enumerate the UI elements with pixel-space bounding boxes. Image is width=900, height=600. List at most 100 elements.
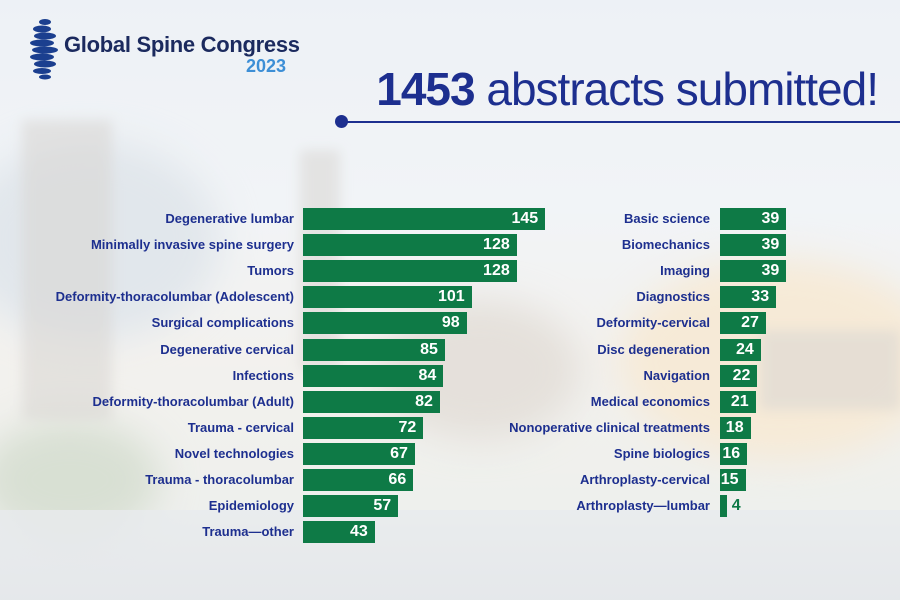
value-label: 145 (511, 210, 539, 227)
category-label: Minimally invasive spine surgery (90, 237, 294, 253)
bar (303, 286, 472, 309)
bar-row: Medical economics 21 (0, 390, 900, 413)
bar-row: Surgical complications 98 (0, 312, 900, 335)
category-label: Tumors (247, 263, 294, 279)
category-label: Trauma - thoracolumbar (145, 472, 294, 487)
value-label: 21 (730, 392, 749, 410)
bar-row: Novel technologies 67 (0, 442, 900, 465)
value-label: 24 (736, 340, 754, 358)
bar-row: Deformity-thoracolumbar (Adult) 82 (0, 390, 900, 413)
bar-row: Disc degeneration 24 (0, 338, 900, 361)
bar (303, 469, 414, 491)
category-label: Trauma - cervical (187, 419, 294, 435)
category-label: Epidemiology (208, 498, 294, 514)
category-label: Nonoperative clinical treatments (509, 419, 710, 435)
bar-row: Degenerative cervical 85 (0, 338, 900, 361)
bar-row: Biomechanics 39 (0, 234, 900, 257)
category-label: Imaging (660, 263, 710, 279)
category-label: Basic science (623, 211, 710, 226)
category-label: Medical economics (590, 393, 710, 409)
category-label: Trauma—other (202, 524, 294, 540)
value-label: 72 (398, 418, 417, 436)
headline-rule (342, 121, 900, 123)
bar (303, 442, 415, 465)
bar (303, 416, 424, 439)
category-label: Degenerative lumbar (165, 211, 294, 226)
value-label: 43 (350, 523, 368, 541)
headline: 1453 abstracts submitted! (376, 62, 879, 116)
bar (303, 312, 467, 335)
bar (303, 338, 445, 361)
headline-number: 1453 (376, 63, 475, 115)
bar-row: Deformity-cervical 27 (0, 312, 900, 335)
bar (303, 234, 517, 257)
bar (720, 338, 761, 361)
bar-row: Infections 84 (0, 364, 900, 387)
value-label: 67 (390, 444, 408, 462)
logo-name: Global Spine Congress (64, 32, 300, 57)
value-label: 39 (761, 262, 780, 280)
category-label: Spine biologics (613, 445, 710, 461)
value-label: 18 (725, 418, 744, 436)
value-label: 15 (720, 471, 739, 488)
value-label: 22 (732, 366, 751, 384)
bar (720, 260, 787, 283)
bar (720, 286, 777, 309)
bar-row: Arthroplasty-cervical 15 (0, 469, 900, 491)
category-label: Arthroplasty—lumbar (576, 498, 710, 514)
category-label: Surgical complications (151, 315, 294, 331)
bar (720, 364, 758, 387)
value-label: 128 (483, 262, 510, 280)
bar-row: Epidemiology 57 (0, 495, 900, 518)
bar (720, 234, 787, 257)
headline-text: abstracts submitted! (474, 63, 879, 115)
bar-row: Trauma—other 43 (0, 521, 900, 544)
logo-year: 2023 (246, 56, 287, 76)
bar (303, 521, 375, 544)
bar (303, 260, 517, 283)
bar-row: Degenerative lumbar 145 (0, 208, 900, 230)
bar-row: Tumors 128 (0, 260, 900, 283)
bar (303, 495, 399, 518)
bar (720, 469, 746, 491)
bar-row: Deformity-thoracolumbar (Adolescent) 101 (0, 286, 900, 309)
spine-leaf-icon (30, 19, 58, 80)
category-label: Navigation (643, 367, 710, 383)
value-label: 128 (483, 236, 510, 254)
category-label: Novel technologies (174, 445, 294, 461)
bar-row: Trauma - thoracolumbar 66 (0, 469, 900, 491)
bar-row: Imaging 39 (0, 260, 900, 283)
headline-rule-dot (335, 115, 348, 128)
category-label: Arthroplasty-cervical (579, 472, 710, 487)
bar-row: Trauma - cervical 72 (0, 416, 900, 439)
bar-row: Navigation 22 (0, 364, 900, 387)
bar (303, 364, 444, 387)
value-label: 16 (722, 444, 741, 462)
bar-row: Basic science 39 (0, 208, 900, 230)
category-label: Infections (232, 367, 294, 383)
category-label: Biomechanics (621, 237, 710, 253)
bar-row: Spine biologics 16 (0, 442, 900, 465)
logo: Global Spine Congress 2023 (28, 16, 300, 86)
value-label: 84 (418, 366, 437, 384)
value-label: 33 (751, 288, 770, 306)
value-label: 39 (761, 236, 780, 254)
value-label: 57 (373, 497, 392, 515)
bar (303, 390, 440, 413)
bar (720, 495, 727, 518)
value-label: 39 (761, 210, 780, 227)
value-label: 66 (388, 471, 407, 488)
bar (720, 208, 787, 230)
value-label: 82 (415, 392, 433, 410)
value-label: 98 (441, 314, 460, 332)
category-label: Deformity-cervical (596, 315, 710, 331)
bar-row: Nonoperative clinical treatments 18 (0, 416, 900, 439)
category-label: Disc degeneration (597, 341, 710, 357)
bar (720, 312, 766, 335)
category-label: Degenerative cervical (160, 341, 294, 357)
bar (720, 442, 748, 465)
bar-row: Arthroplasty—lumbar 4 (0, 495, 900, 518)
bar (720, 390, 756, 413)
bar (303, 208, 546, 230)
